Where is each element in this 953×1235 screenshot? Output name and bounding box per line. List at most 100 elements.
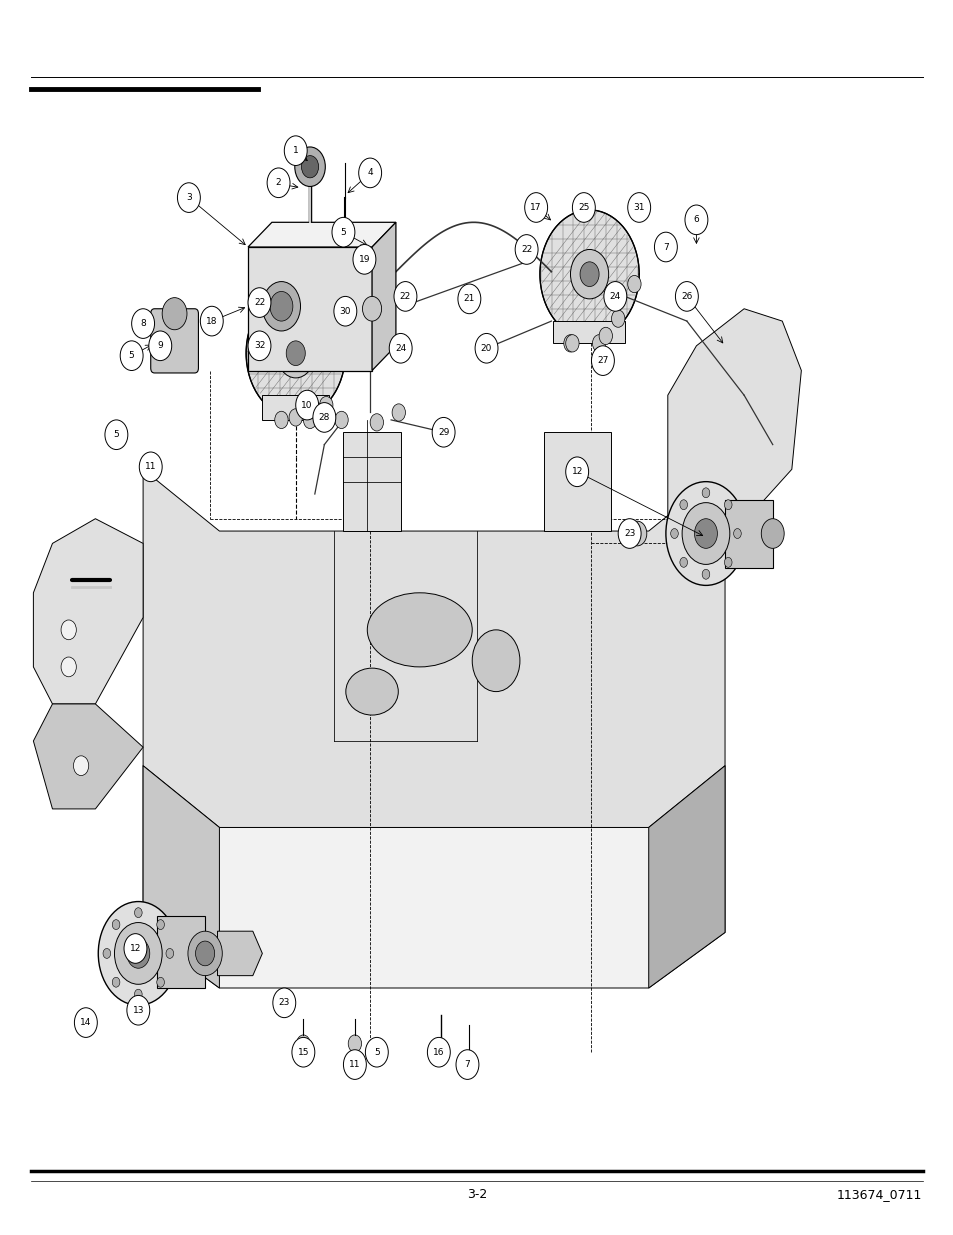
Circle shape — [524, 193, 547, 222]
Circle shape — [760, 519, 783, 548]
Circle shape — [370, 414, 383, 431]
Circle shape — [273, 988, 295, 1018]
Text: 23: 23 — [278, 998, 290, 1008]
Circle shape — [598, 327, 612, 345]
Circle shape — [579, 262, 598, 287]
Text: 18: 18 — [206, 316, 217, 326]
Circle shape — [61, 620, 76, 640]
Circle shape — [348, 1035, 361, 1052]
Polygon shape — [343, 432, 400, 531]
Circle shape — [306, 401, 319, 419]
Text: 3: 3 — [186, 193, 192, 203]
Circle shape — [392, 404, 405, 421]
Circle shape — [139, 452, 162, 482]
Circle shape — [565, 457, 588, 487]
Polygon shape — [33, 704, 143, 809]
Text: 5: 5 — [340, 227, 346, 237]
Circle shape — [389, 333, 412, 363]
Polygon shape — [648, 766, 724, 988]
Text: 4: 4 — [367, 168, 373, 178]
Circle shape — [162, 298, 187, 330]
Circle shape — [343, 1050, 366, 1079]
Circle shape — [132, 309, 154, 338]
Polygon shape — [262, 395, 329, 420]
Circle shape — [156, 920, 164, 930]
Circle shape — [276, 329, 314, 378]
Circle shape — [592, 335, 605, 352]
Circle shape — [127, 995, 150, 1025]
Circle shape — [475, 333, 497, 363]
Circle shape — [362, 296, 381, 321]
Text: 113674_0711: 113674_0711 — [837, 1188, 922, 1200]
Circle shape — [654, 232, 677, 262]
Circle shape — [267, 168, 290, 198]
Circle shape — [701, 488, 709, 498]
Polygon shape — [157, 916, 205, 988]
Circle shape — [723, 557, 731, 567]
Circle shape — [292, 1037, 314, 1067]
Text: 15: 15 — [297, 1047, 309, 1057]
Circle shape — [313, 403, 335, 432]
Circle shape — [127, 939, 150, 968]
Circle shape — [723, 500, 731, 510]
Ellipse shape — [345, 668, 398, 715]
Circle shape — [294, 147, 325, 186]
Circle shape — [627, 193, 650, 222]
Circle shape — [246, 289, 345, 417]
Circle shape — [679, 557, 687, 567]
Circle shape — [105, 420, 128, 450]
Text: 23: 23 — [623, 529, 635, 538]
Circle shape — [353, 245, 375, 274]
Text: 11: 11 — [145, 462, 156, 472]
Circle shape — [112, 977, 120, 987]
Polygon shape — [248, 222, 395, 247]
Circle shape — [177, 183, 200, 212]
Circle shape — [134, 908, 142, 918]
Text: 8: 8 — [140, 319, 146, 329]
Circle shape — [539, 210, 639, 338]
Circle shape — [665, 482, 745, 585]
Circle shape — [358, 158, 381, 188]
Circle shape — [681, 503, 729, 564]
FancyBboxPatch shape — [151, 309, 198, 373]
Circle shape — [572, 193, 595, 222]
Text: 10: 10 — [301, 400, 313, 410]
Circle shape — [114, 923, 162, 984]
Circle shape — [98, 902, 178, 1005]
Text: 11: 11 — [349, 1060, 360, 1070]
Circle shape — [74, 1008, 97, 1037]
Circle shape — [200, 306, 223, 336]
Text: 26: 26 — [680, 291, 692, 301]
Circle shape — [289, 409, 302, 426]
Text: 32: 32 — [253, 341, 265, 351]
Text: 1: 1 — [293, 146, 298, 156]
Text: 22: 22 — [399, 291, 411, 301]
Text: 20: 20 — [480, 343, 492, 353]
Polygon shape — [553, 321, 624, 343]
Text: 5: 5 — [113, 430, 119, 440]
Text: 17: 17 — [530, 203, 541, 212]
Polygon shape — [143, 469, 724, 827]
Circle shape — [274, 411, 288, 429]
Polygon shape — [543, 432, 610, 531]
Circle shape — [340, 228, 350, 241]
Polygon shape — [248, 247, 372, 370]
Circle shape — [295, 390, 318, 420]
Text: 24: 24 — [609, 291, 620, 301]
Text: 25: 25 — [578, 203, 589, 212]
Circle shape — [248, 288, 271, 317]
Circle shape — [286, 341, 305, 366]
Text: 24: 24 — [395, 343, 406, 353]
Text: 22: 22 — [253, 298, 265, 308]
Circle shape — [332, 217, 355, 247]
Circle shape — [284, 136, 307, 165]
Circle shape — [563, 335, 577, 352]
Circle shape — [611, 310, 624, 327]
Polygon shape — [143, 766, 219, 988]
Circle shape — [166, 948, 173, 958]
Circle shape — [427, 1037, 450, 1067]
Circle shape — [679, 500, 687, 510]
Circle shape — [394, 282, 416, 311]
Circle shape — [303, 411, 316, 429]
Text: 9: 9 — [157, 341, 163, 351]
